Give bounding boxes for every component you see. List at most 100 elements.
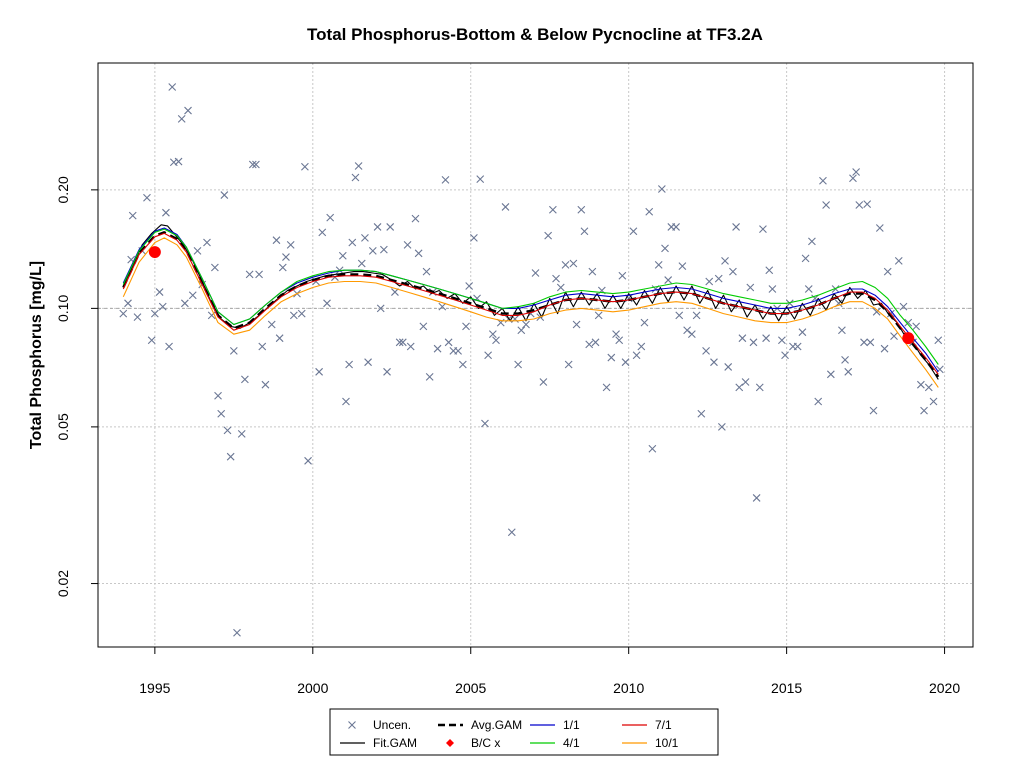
legend-label: 1/1	[563, 718, 580, 732]
x-tick-label: 2020	[929, 680, 960, 696]
data-point	[929, 397, 938, 406]
data-point	[746, 283, 755, 292]
data-point	[150, 309, 159, 318]
data-point	[860, 338, 868, 347]
series-line-7-1	[122, 232, 939, 375]
data-point	[361, 234, 369, 242]
data-point	[323, 299, 331, 308]
data-point	[749, 338, 758, 347]
legend-label: Fit.GAM	[373, 736, 417, 750]
data-point	[855, 201, 864, 209]
data-point	[203, 238, 211, 247]
data-point	[838, 326, 846, 335]
data-point	[814, 397, 823, 406]
data-point	[258, 342, 267, 351]
legend-label: Uncen.	[373, 718, 411, 732]
data-point	[904, 318, 913, 327]
data-point	[781, 351, 789, 360]
data-point	[476, 175, 485, 183]
data-point	[297, 309, 306, 318]
data-point	[899, 302, 908, 311]
data-point	[826, 370, 835, 379]
data-point	[875, 224, 884, 232]
data-point	[648, 444, 657, 453]
data-point	[188, 291, 197, 300]
data-point	[470, 234, 478, 242]
data-point	[572, 320, 581, 329]
data-point	[687, 330, 696, 339]
data-point	[912, 322, 921, 331]
data-point	[465, 282, 474, 290]
data-point	[517, 326, 526, 335]
data-point	[664, 276, 673, 284]
data-point	[286, 240, 295, 249]
data-point	[852, 168, 861, 176]
data-point	[683, 326, 692, 335]
legend-label: 10/1	[655, 736, 679, 750]
data-point	[326, 213, 335, 222]
x-tick-label: 2000	[297, 680, 328, 696]
data-point	[155, 288, 164, 296]
data-point	[637, 342, 646, 351]
data-point	[507, 528, 516, 537]
data-point	[801, 254, 810, 263]
data-point	[373, 223, 382, 231]
data-point	[872, 307, 881, 316]
data-point	[732, 223, 740, 231]
data-point	[414, 249, 423, 258]
data-point	[272, 236, 281, 245]
data-point	[863, 200, 872, 209]
data-point	[119, 309, 128, 318]
data-point	[729, 267, 737, 276]
data-point	[675, 311, 684, 320]
data-point	[492, 336, 500, 345]
bc-dot	[148, 246, 161, 259]
grid	[98, 63, 973, 647]
data-point	[661, 244, 669, 253]
data-point	[338, 251, 347, 260]
data-point	[162, 208, 170, 217]
bc-dot	[902, 332, 915, 345]
data-point	[804, 285, 813, 293]
data-point	[762, 334, 770, 343]
x-tick-label: 1995	[139, 680, 170, 696]
data-point	[735, 383, 744, 392]
data-point	[124, 299, 132, 308]
data-point	[351, 173, 360, 182]
data-point	[395, 338, 404, 347]
data-point	[226, 452, 235, 461]
data-point	[315, 367, 324, 376]
data-point	[128, 211, 137, 220]
plot-frame	[97, 62, 974, 648]
data-point	[364, 358, 372, 367]
legend-symbol	[446, 739, 454, 747]
data-point	[255, 270, 263, 279]
legend-symbol	[348, 721, 356, 729]
y-tick-label: 0.02	[55, 570, 71, 597]
data-point	[458, 360, 467, 369]
data-point	[640, 318, 649, 327]
data-point	[342, 397, 350, 406]
data-point	[158, 302, 167, 311]
data-point	[441, 176, 450, 184]
data-point	[180, 299, 189, 308]
data-point	[248, 160, 257, 169]
data-point	[422, 267, 431, 276]
data-point	[398, 338, 407, 347]
data-point	[577, 205, 586, 214]
data-point	[168, 83, 177, 91]
data-point	[406, 342, 415, 351]
data-point	[844, 367, 853, 376]
data-point	[556, 283, 565, 292]
data-point	[717, 422, 726, 431]
legend-dot	[446, 739, 454, 747]
data-point	[345, 360, 354, 369]
data-point	[594, 311, 603, 320]
data-point	[403, 240, 412, 249]
data-point	[278, 263, 287, 272]
data-point	[721, 257, 729, 265]
data-point	[252, 160, 260, 169]
data-point	[301, 162, 309, 171]
data-point	[383, 367, 391, 376]
data-point	[831, 285, 840, 293]
